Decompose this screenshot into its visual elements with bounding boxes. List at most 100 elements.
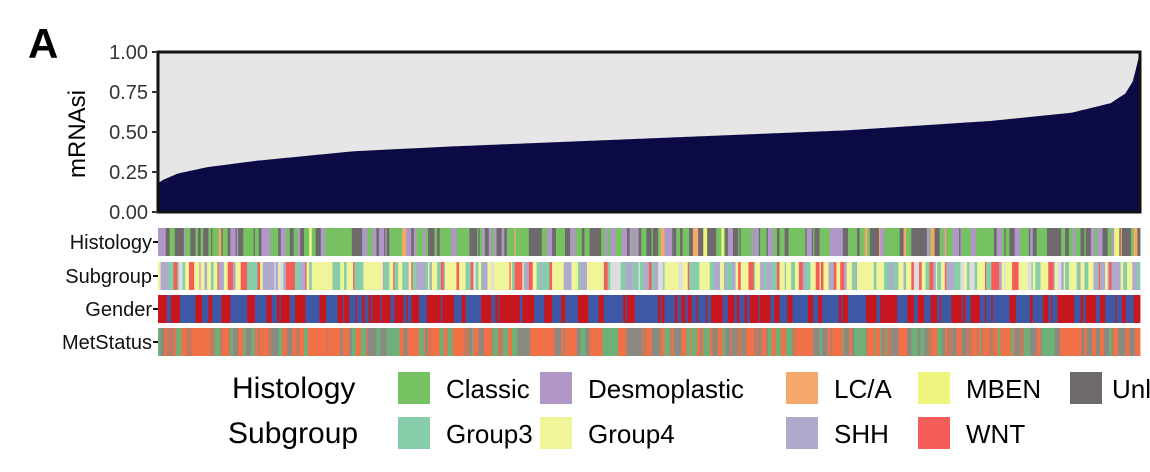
track-cell [241,328,244,356]
track-cell [227,262,234,290]
y-tick-label: 1.00 [109,42,148,64]
legend-swatch [786,417,818,449]
track-cell [509,228,516,256]
track-cell [602,328,609,356]
track-cell [549,262,553,290]
track-cell [673,295,676,323]
track-cell [548,328,553,356]
track-cell [243,228,247,256]
track-cell [218,228,222,256]
track-cell [1057,295,1062,323]
track-cell [1132,262,1138,290]
track-cell [776,228,780,256]
track-cell [1068,328,1075,356]
track-cell [753,228,756,256]
track-cell [1111,228,1115,256]
track-cell [775,262,778,290]
track-cell [987,328,990,356]
track-cell [660,228,665,256]
track-cell [349,328,353,356]
track-cell [346,295,350,323]
track-cell [882,328,886,356]
track-cell [311,228,317,256]
track-cell [359,262,364,290]
track-cell [200,262,205,290]
track-cell [764,262,767,290]
track-cell [1013,328,1016,356]
track-cell [1127,328,1131,356]
track-cell [320,295,324,323]
track-cell [939,228,944,256]
track-cell [822,328,828,356]
track-cell [722,328,726,356]
track-cell [745,228,752,256]
track-cell [398,262,403,290]
track-cell [478,328,485,356]
track-cell [979,328,982,356]
track-cell [960,228,963,256]
track-cell [495,295,499,323]
track-cell [889,262,893,290]
track-cell [842,228,849,256]
track-cell [1058,228,1062,256]
track-cell [717,295,724,323]
track-cell [389,262,394,290]
track-cell [165,262,169,290]
track-cell [725,228,729,256]
track-cell [241,262,244,290]
track-cell [937,328,943,356]
track-cell [859,228,866,256]
track-cell [382,262,385,290]
track-cell [416,262,421,290]
track-cell [612,328,619,356]
track-cell [920,295,925,323]
track-cell [997,328,1001,356]
track-cell [961,328,968,356]
track-cell [1130,295,1134,323]
track-cell [363,295,366,323]
track-cell [309,262,311,290]
track-cell [340,328,344,356]
track-cell [1028,228,1031,256]
track-cell [1052,328,1056,356]
track-cell [366,328,368,356]
track-cell [734,262,736,290]
track-cell [280,295,287,323]
track-cell [636,262,640,290]
track-cell [924,295,930,323]
track-cell [212,295,218,323]
track-cell [708,228,712,256]
track-cell [315,228,322,256]
track-cell [654,262,659,290]
track-cell [434,228,438,256]
track-cell [1063,328,1070,356]
track-cell [235,228,238,256]
track-cell [346,262,350,290]
track-cell [866,295,872,323]
track-cell [678,228,681,256]
track-cell [1072,228,1076,256]
track-cell [1005,228,1010,256]
track-cell [668,228,673,256]
track-cell [278,262,280,290]
track-cell [770,328,773,356]
track-cell [730,328,733,356]
track-cell [1046,328,1053,356]
track-cell [700,262,707,290]
track-cell [767,328,771,356]
track-cell [444,262,450,290]
track-cell [362,228,368,256]
track-cell [439,328,444,356]
track-cell [837,228,844,256]
track-cell [279,262,284,290]
track-cell [773,295,775,323]
track-cell [1130,228,1134,256]
track-cell [935,295,938,323]
track-cell [627,328,632,356]
track-cell [1083,295,1087,323]
track-cell [433,262,438,290]
track-cell [491,328,494,356]
track-cell [956,328,963,356]
track-cell [806,228,813,256]
track-cell [966,328,969,356]
